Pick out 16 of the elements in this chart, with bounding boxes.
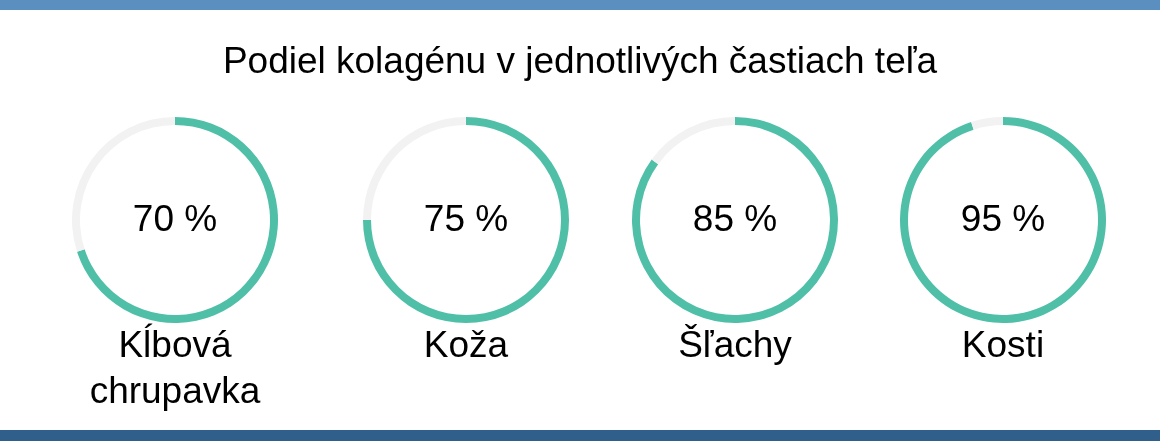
donut-slice [971, 117, 1003, 130]
data-label: 75 % [423, 198, 509, 239]
slice-label: Kĺbová chrupavka [88, 322, 262, 413]
data-label: 70 % [132, 198, 218, 239]
slice-label: Šľachy [677, 323, 793, 367]
slice-label: Koža [422, 323, 510, 367]
donut-slice [363, 117, 569, 323]
text: Podiel kolagénu v jednotlivých častiach teľa [221, 40, 939, 82]
data-label: 85 % [692, 198, 778, 239]
slice-label: Kosti [960, 323, 1046, 367]
donut-slice [77, 117, 278, 323]
donut-slice [632, 117, 838, 323]
donut-slice [900, 117, 1106, 323]
data-label: 95 % [960, 198, 1046, 239]
donut-slice [72, 117, 175, 252]
donut-slice [651, 117, 735, 165]
